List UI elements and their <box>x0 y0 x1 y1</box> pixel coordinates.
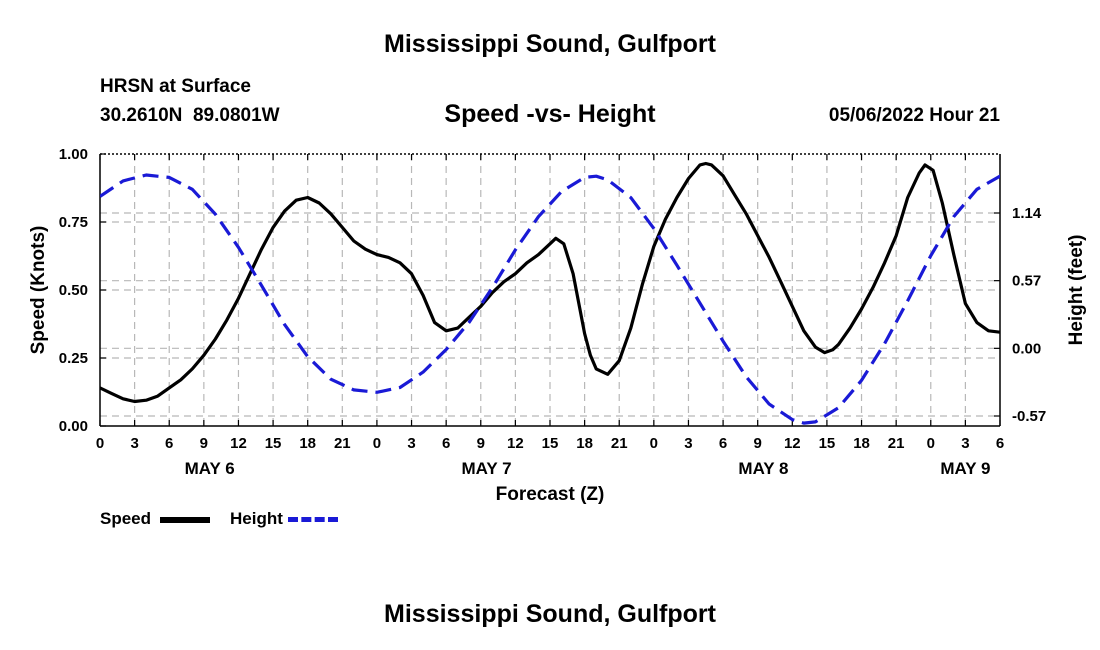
x-tick-label: 15 <box>819 435 836 452</box>
left-y-tick-label: 1.00 <box>59 146 88 163</box>
legend-height-label: Height <box>230 509 283 528</box>
x-axis-label: Forecast (Z) <box>496 484 605 505</box>
right-y-tick-label: -0.57 <box>1012 408 1046 425</box>
x-tick-label: 15 <box>265 435 282 452</box>
left-y-tick-label: 0.25 <box>59 350 88 367</box>
x-tick-label: 0 <box>373 435 381 452</box>
x-tick-label: 6 <box>165 435 173 452</box>
x-tick-label: 12 <box>230 435 247 452</box>
x-tick-label: 15 <box>542 435 559 452</box>
right-y-axis-label: Height (feet) <box>1066 235 1087 346</box>
legend-speed: Speed <box>100 509 210 529</box>
left-y-axis-ticks: 0.00 0.25 0.50 0.75 1.00 <box>59 146 106 435</box>
footer-title: Mississippi Sound, Gulfport <box>384 600 716 628</box>
x-tick-label: 6 <box>442 435 450 452</box>
x-tick-label: 6 <box>719 435 727 452</box>
x-tick-label: 21 <box>334 435 351 452</box>
right-y-axis-ticks: -0.57 0.00 0.57 1.14 <box>994 205 1046 425</box>
x-axis-ticks: 0 3 6 9 12 15 18 21 0 3 6 9 12 15 18 21 0 3 6 9 12 15 18 21 0 3 6M… <box>96 154 1004 478</box>
grid-lines <box>100 154 1000 426</box>
chart-subtitle: Speed -vs- Height <box>444 100 656 128</box>
x-tick-label: 12 <box>507 435 524 452</box>
day-label: MAY 9 <box>940 459 990 478</box>
left-y-tick-label: 0.50 <box>59 282 88 299</box>
x-tick-label: 18 <box>576 435 593 452</box>
x-tick-label: 9 <box>754 435 762 452</box>
day-label: MAY 6 <box>185 459 235 478</box>
x-tick-label: 0 <box>927 435 935 452</box>
legend-speed-swatch <box>159 516 210 523</box>
speed-series-line <box>100 161 1000 404</box>
right-y-tick-label: 0.57 <box>1012 273 1041 290</box>
x-tick-label: 3 <box>961 435 969 452</box>
x-tick-label: 0 <box>650 435 658 452</box>
left-y-tick-label: 0.00 <box>59 418 88 435</box>
right-y-tick-label: 0.00 <box>1012 340 1041 357</box>
legend-speed-label: Speed <box>100 509 152 528</box>
x-tick-label: 3 <box>130 435 138 452</box>
x-tick-label: 6 <box>996 435 1004 452</box>
x-tick-label: 0 <box>96 435 104 452</box>
day-label: MAY 7 <box>461 459 511 478</box>
day-label: MAY 8 <box>738 459 788 478</box>
left-y-axis-label: Speed (Knots) <box>28 226 49 355</box>
legend-height-swatch <box>287 517 338 523</box>
right-y-tick-label: 1.14 <box>1012 205 1042 222</box>
x-tick-label: 12 <box>784 435 801 452</box>
x-tick-label: 18 <box>299 435 316 452</box>
x-tick-label: 3 <box>407 435 415 452</box>
left-y-tick-label: 0.75 <box>59 214 88 231</box>
chart-title: Mississippi Sound, Gulfport <box>384 30 716 58</box>
x-tick-label: 21 <box>611 435 628 452</box>
coordinates-label: 30.2610N 89.0801W <box>100 105 280 126</box>
x-tick-label: 21 <box>888 435 905 452</box>
station-label: HRSN at Surface <box>100 76 251 97</box>
forecast-datetime: 05/06/2022 Hour 21 <box>828 105 1000 126</box>
x-tick-label: 18 <box>853 435 870 452</box>
series-group <box>100 161 1000 425</box>
height-series-line <box>100 173 1000 425</box>
x-tick-label: 9 <box>477 435 485 452</box>
x-tick-label: 3 <box>684 435 692 452</box>
legend-height: Height <box>230 509 338 529</box>
x-tick-label: 9 <box>200 435 208 452</box>
